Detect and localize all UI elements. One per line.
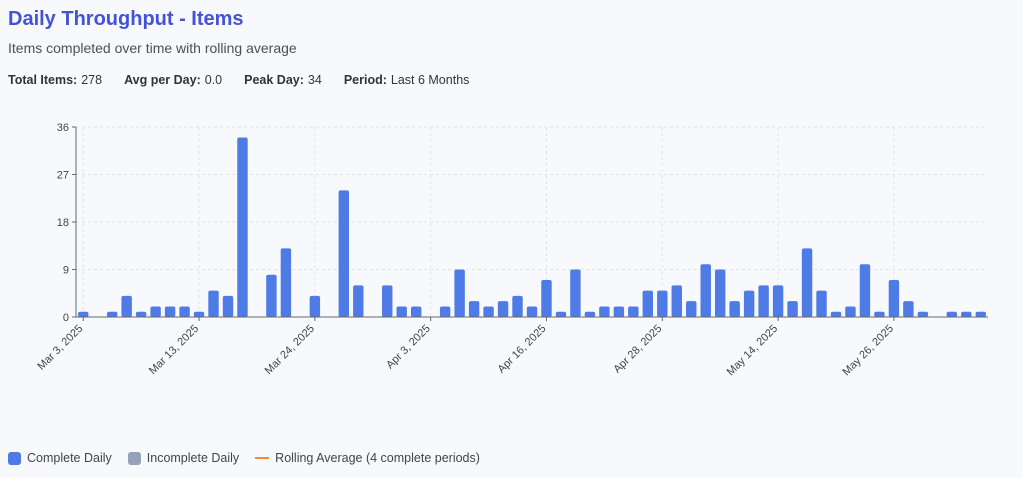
bar	[222, 295, 234, 317]
page-title: Daily Throughput - Items	[8, 8, 244, 30]
page-subtitle: Items completed over time with rolling a…	[8, 40, 297, 56]
bar	[657, 290, 668, 317]
bar	[106, 311, 118, 317]
x-tick-label: Mar 13, 2025	[147, 323, 201, 377]
bar	[903, 301, 914, 317]
bar	[179, 306, 190, 317]
x-tick-label: Apr 28, 2025	[611, 323, 664, 376]
legend-item-rolling-average[interactable]: Rolling Average (4 complete periods)	[255, 451, 480, 465]
stat-label: Total Items:	[8, 73, 78, 87]
bar	[874, 311, 885, 317]
legend-swatch-rolling-average	[255, 457, 270, 459]
bar	[714, 269, 726, 317]
stat-value: 34	[307, 73, 322, 87]
y-tick-label: 27	[57, 170, 69, 182]
bar	[917, 311, 929, 317]
bar	[338, 190, 350, 317]
bar	[512, 295, 523, 317]
bar	[599, 306, 610, 317]
bar	[758, 285, 769, 317]
legend-item-complete[interactable]: Complete Daily	[8, 451, 112, 465]
legend-label: Incomplete Daily	[146, 451, 240, 465]
bar	[454, 269, 465, 317]
bar	[686, 301, 697, 317]
bar	[859, 264, 871, 317]
chart-legend: Complete Daily Incomplete Daily Rolling …	[8, 451, 480, 465]
stat-total-items: Total Items: 278	[8, 73, 102, 87]
bar	[208, 290, 219, 317]
bar	[772, 285, 784, 317]
bar	[729, 301, 740, 317]
stat-label: Peak Day:	[244, 73, 304, 87]
stats-bar: Total Items: 278 Avg per Day: 0.0 Peak Day…	[8, 73, 469, 87]
stat-label: Period:	[343, 73, 387, 87]
x-tick-label: Mar 3, 2025	[35, 323, 85, 373]
legend-swatch-incomplete	[127, 451, 141, 465]
bar	[121, 295, 132, 317]
bar	[613, 306, 625, 317]
x-tick-label: Apr 3, 2025	[384, 323, 433, 372]
bar	[280, 248, 292, 317]
bar	[830, 311, 842, 317]
bar	[743, 290, 755, 317]
bar	[483, 306, 494, 317]
stat-avg-per-day: Avg per Day: 0.0	[124, 73, 222, 87]
bar	[193, 311, 205, 317]
bar	[975, 311, 986, 317]
bar	[628, 306, 639, 317]
bar	[410, 306, 422, 317]
bar	[700, 264, 711, 317]
stat-value: 278	[81, 73, 103, 87]
bar	[353, 285, 364, 317]
legend-label: Rolling Average (4 complete periods)	[275, 451, 480, 465]
bar	[801, 248, 813, 317]
y-tick-label: 36	[57, 122, 69, 134]
bar	[584, 311, 596, 317]
bar	[845, 306, 856, 317]
y-tick-label: 18	[57, 217, 69, 229]
bar	[526, 306, 538, 317]
legend-item-incomplete[interactable]: Incomplete Daily	[127, 451, 240, 465]
bar	[78, 311, 89, 317]
stat-value: 0.0	[204, 73, 223, 87]
legend-swatch-complete	[8, 451, 21, 465]
bar	[570, 269, 581, 317]
bar	[946, 311, 958, 317]
y-tick-label: 0	[63, 312, 69, 324]
bar	[555, 311, 567, 317]
x-tick-label: May 26, 2025	[840, 323, 896, 379]
legend-label: Complete Daily	[27, 451, 112, 465]
bar	[164, 306, 176, 317]
bar	[439, 306, 451, 317]
stat-peak-day: Peak Day: 34	[244, 73, 322, 87]
bar	[237, 137, 248, 317]
bar	[396, 306, 407, 317]
stat-value: Last 6 Months	[390, 73, 470, 87]
bar	[497, 301, 509, 317]
bar	[961, 311, 972, 317]
bar	[266, 274, 277, 317]
bar	[382, 285, 393, 317]
stat-label: Avg per Day:	[124, 73, 201, 87]
y-tick-label: 9	[63, 265, 69, 277]
bar	[888, 280, 900, 317]
x-tick-label: Apr 16, 2025	[496, 323, 549, 376]
x-tick-label: May 14, 2025	[725, 323, 781, 379]
bar	[468, 301, 480, 317]
bar	[671, 285, 682, 317]
bar	[541, 280, 552, 317]
bar	[816, 290, 827, 317]
bar	[150, 306, 161, 317]
bar	[135, 311, 147, 317]
throughput-chart: 0 9 18 27 36 Mar 3, 2025 Mar 13, 2025 Mar 24, 2…	[35, 122, 988, 379]
x-tick-label: Mar 24, 2025	[263, 323, 317, 377]
stat-period: Period: Last 6 Months	[344, 73, 470, 87]
bar	[642, 290, 654, 317]
bar	[787, 301, 798, 317]
bar	[309, 295, 321, 317]
